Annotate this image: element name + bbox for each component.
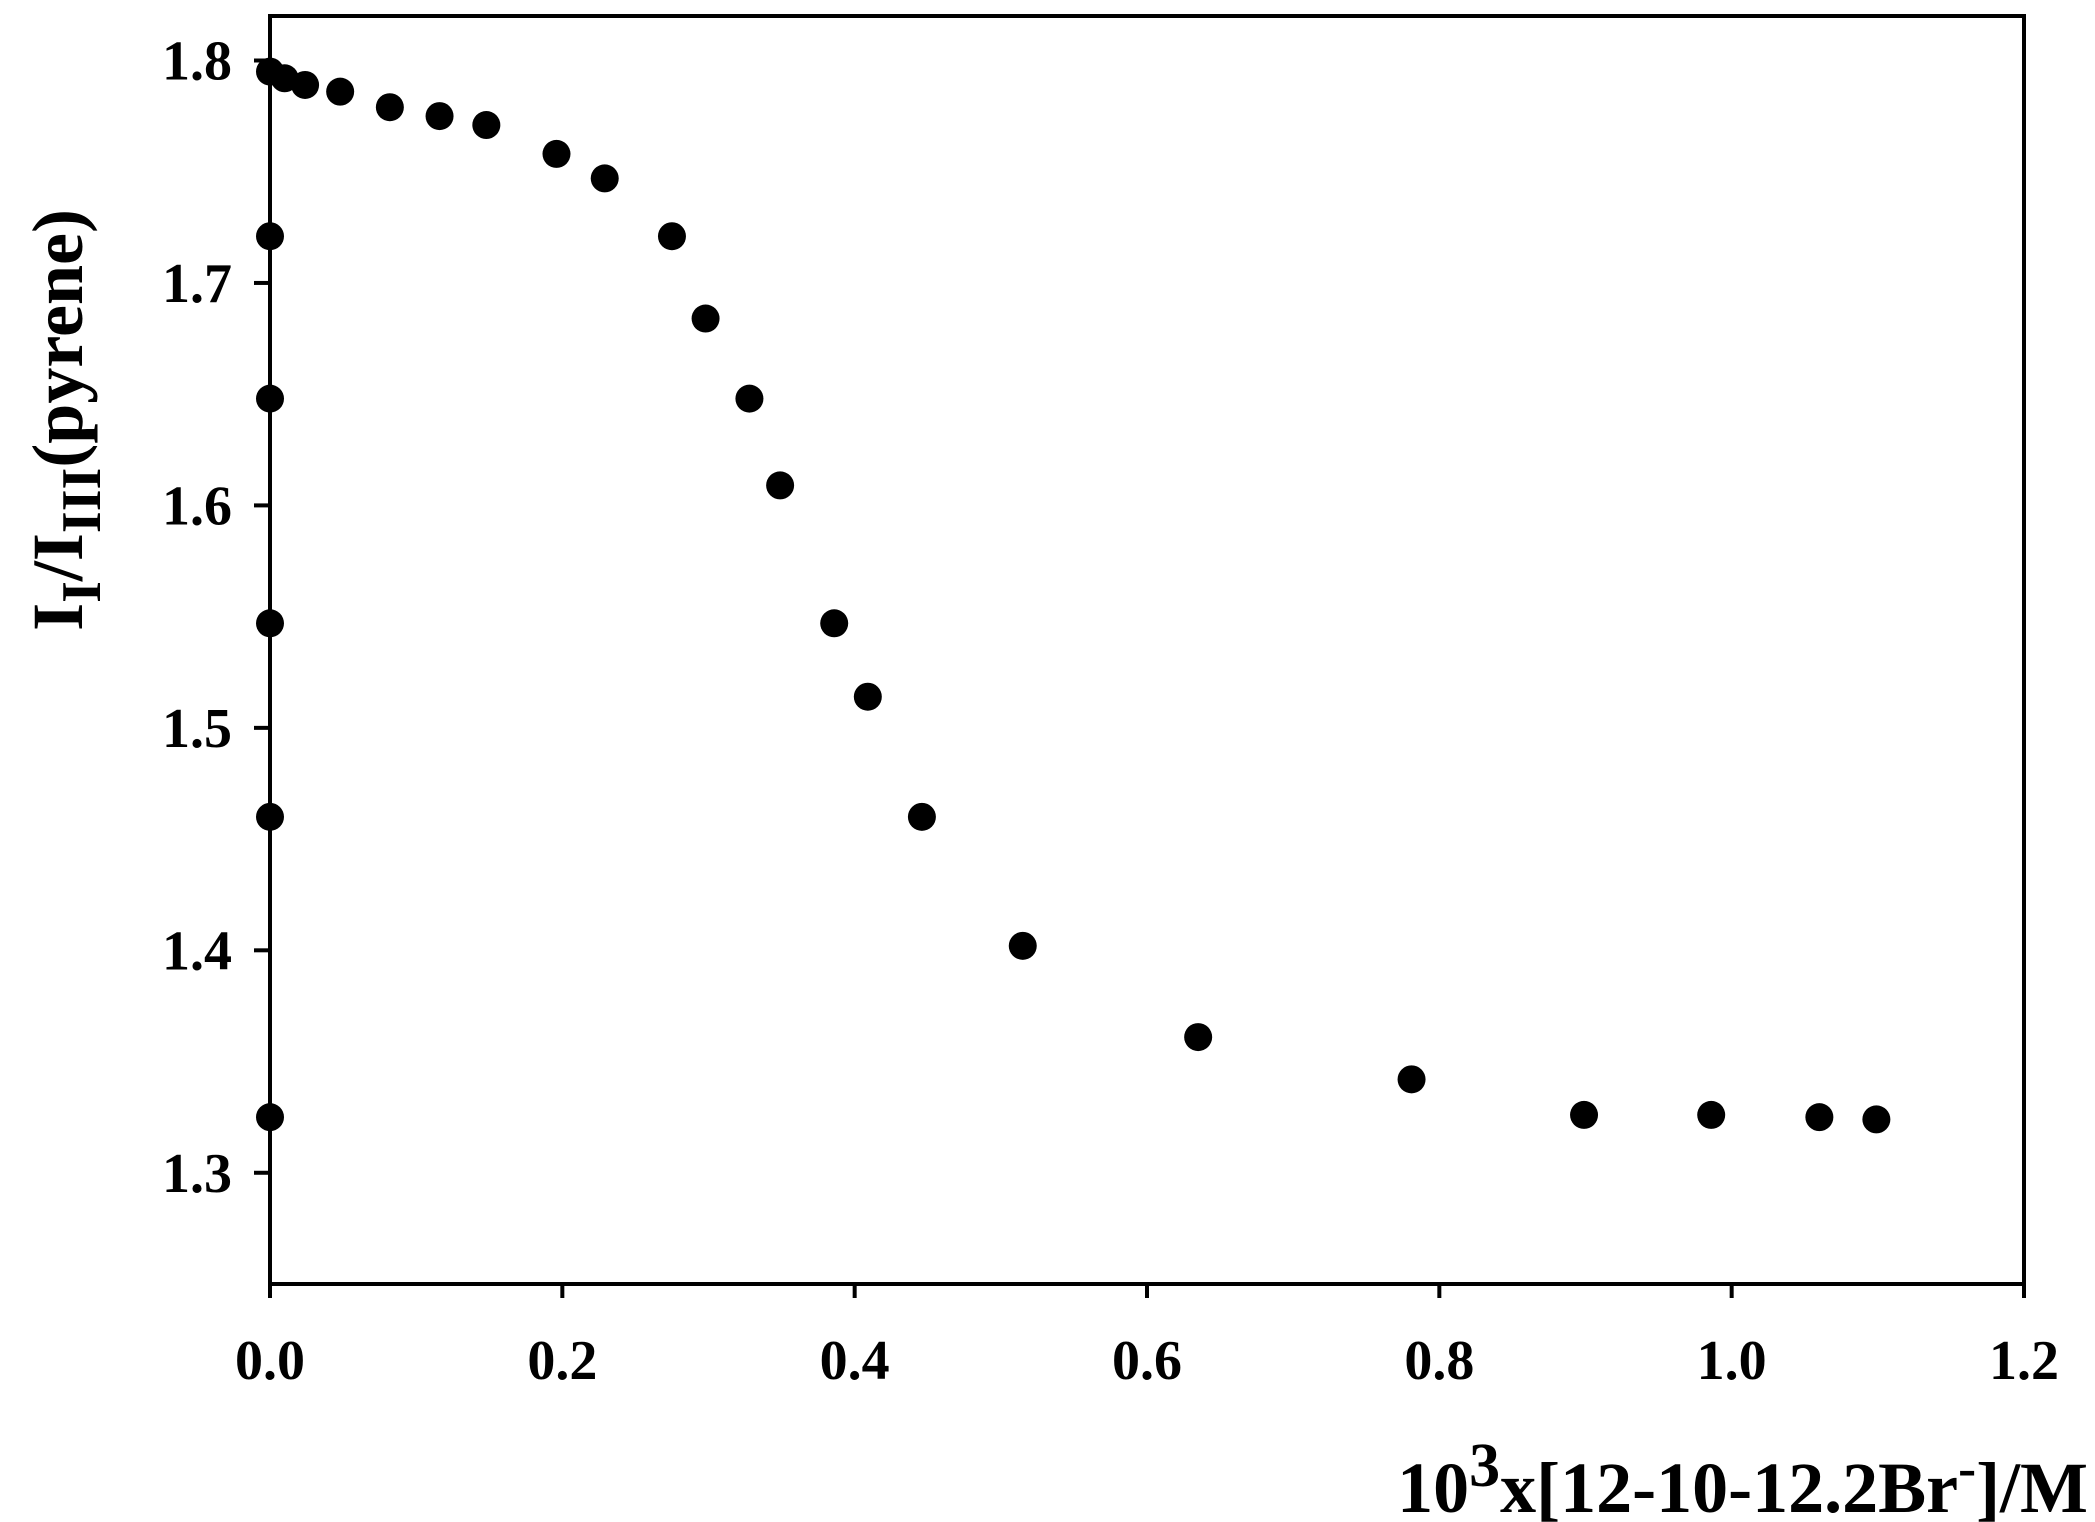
data-point [256,609,284,638]
x-tick-label: 1.0 [1697,1330,1767,1392]
data-point [1184,1023,1213,1052]
x-axis: 0.0 0.2 0.4 0.6 0.8 1.0 1.2 [235,1284,2059,1392]
x-axis-title-suffix: ]/M [1976,1448,2088,1522]
y-axis-title-slash: /I [18,533,98,582]
data-point [691,304,720,333]
data-point [1697,1100,1726,1129]
y-tick-label: 1.4 [162,920,232,982]
data-point [291,70,320,99]
data-point [472,111,501,140]
data-point [1008,931,1037,960]
x-axis-title: 103x[12-10-12.2Br-]/M [1397,1432,2088,1522]
data-point [853,682,882,711]
y-axis-title-i3-sub: III [51,468,113,533]
y-tick-label: 1.8 [162,30,232,92]
data-point [657,222,686,251]
x-axis-title-body: x[12-10-12.2Br [1500,1448,1958,1522]
y-tick-label: 1.7 [162,253,232,315]
data-point [1862,1105,1891,1134]
x-tick-label: 0.4 [820,1330,890,1392]
y-tick-label: 1.5 [162,698,232,760]
x-tick-label: 1.2 [1989,1330,2059,1392]
y-axis-title-suffix: (pyrene) [18,209,98,468]
data-point [766,471,795,500]
x-axis-title-prefix: 10 [1397,1448,1469,1522]
data-point [590,164,619,193]
data-point [256,802,284,831]
y-tick-label: 1.6 [162,475,232,537]
data-point [907,802,936,831]
y-axis-title: II/IIII(pyrene) [18,209,113,631]
x-axis-title-superscript: 3 [1469,1432,1500,1500]
data-point [256,1103,284,1132]
data-point [256,384,284,413]
y-axis-title-i1-sub: I [51,581,113,603]
y-tick-label: 1.3 [162,1143,232,1205]
data-point [1805,1103,1834,1132]
data-point [256,222,284,251]
data-point [820,609,849,638]
data-points [256,57,1891,1134]
x-tick-label: 0.6 [1112,1330,1182,1392]
x-tick-label: 0.8 [1404,1330,1474,1392]
data-point [542,139,571,168]
data-point [735,384,764,413]
data-point [1397,1065,1426,1094]
data-point [425,102,454,131]
y-axis-title-i1: I [18,603,98,631]
data-point [326,77,355,106]
x-tick-label: 0.0 [235,1330,305,1392]
x-tick-label: 0.2 [527,1330,597,1392]
data-point [1570,1100,1599,1129]
y-axis: 1.3 1.4 1.5 1.6 1.7 1.8 [162,30,270,1205]
data-point [375,93,404,122]
plot-frame [268,14,2026,1286]
x-axis-title-charge: - [1958,1438,1976,1498]
